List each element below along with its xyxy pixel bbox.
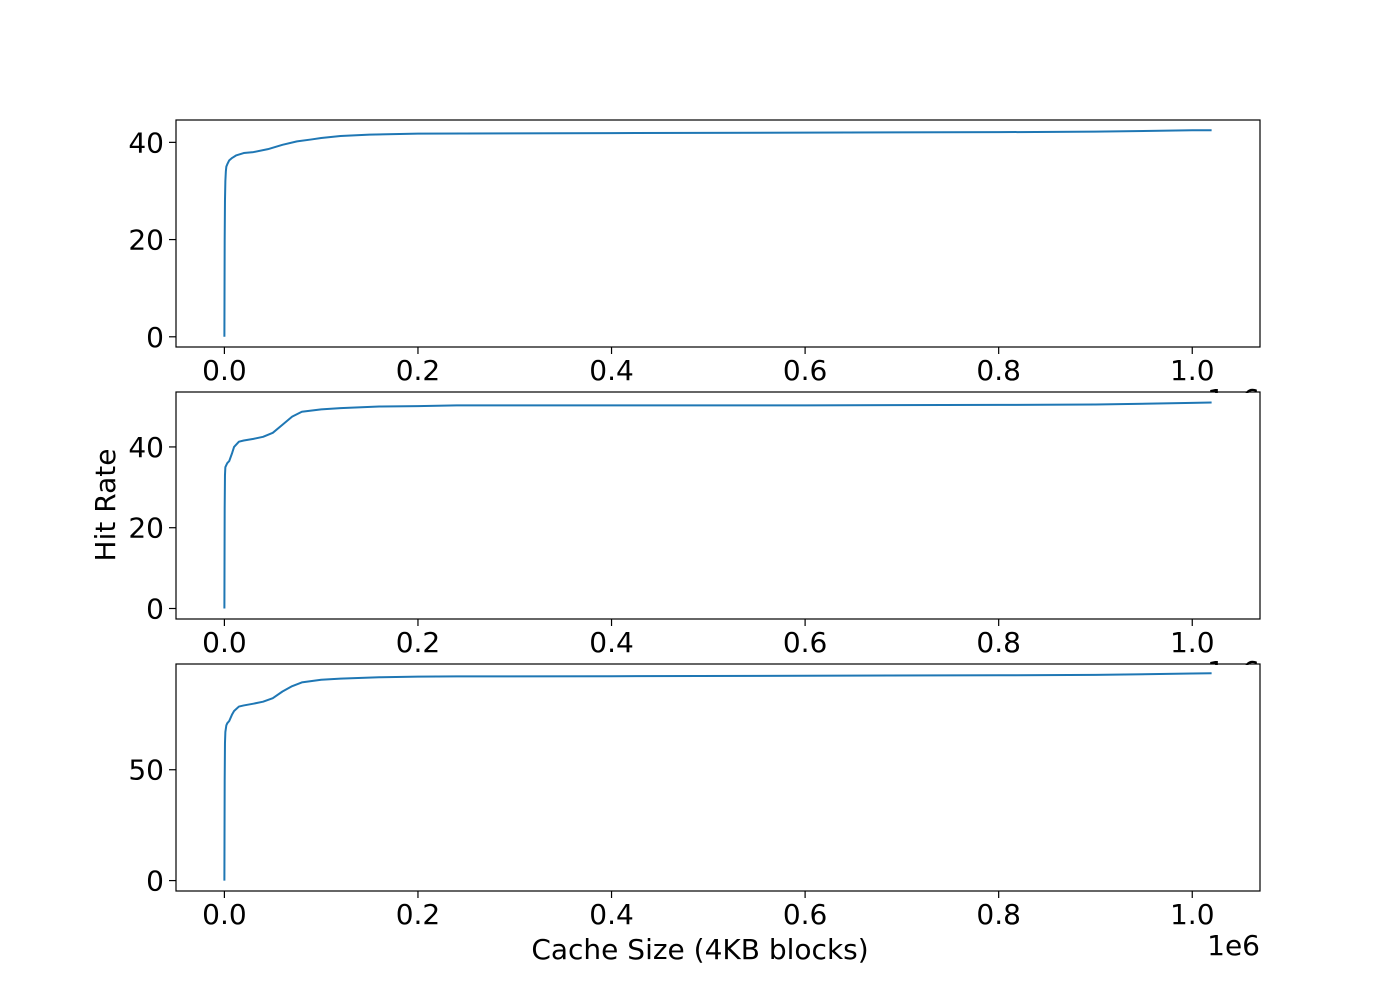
- y-axis-label: Hit Rate: [89, 449, 122, 562]
- subplot-2: 0.0 0.2 0.4 0.6 0.8 1.0 0 20 40: [128, 391, 1261, 659]
- axes-frame-1: [175, 119, 1261, 348]
- x-tick-label: 0.6: [783, 354, 828, 387]
- series-line-2-1: [223, 401, 1212, 609]
- x-tick-label: 0.2: [396, 626, 441, 659]
- x-tick-label: 0.4: [589, 354, 634, 387]
- x-tick-label: 0.6: [783, 626, 828, 659]
- x-tick-label: 0.0: [202, 898, 247, 931]
- y-tick-label: 0: [146, 592, 164, 625]
- y-tick-label: 20: [128, 224, 164, 257]
- axes-frame-2: [175, 391, 1261, 620]
- x-axis-offset-label: 1e6: [1207, 929, 1260, 962]
- axes-frame-3: [175, 663, 1261, 892]
- subplot-1: 0.0 0.2 0.4 0.6 0.8 1.0 0 20 40: [128, 119, 1261, 387]
- x-tick-label: 0.4: [589, 898, 634, 931]
- y-tick-label: 40: [128, 126, 164, 159]
- x-tick-label: 0.8: [976, 898, 1021, 931]
- x-tick-label: 1.0: [1170, 626, 1215, 659]
- x-tick-label: 1.0: [1170, 354, 1215, 387]
- x-tick-label: 0.2: [396, 898, 441, 931]
- y-tick-label: 50: [128, 754, 164, 787]
- x-tick-label: 1.0: [1170, 898, 1215, 931]
- x-tick-label: 0.6: [783, 898, 828, 931]
- y-tick-label: 40: [128, 431, 164, 464]
- x-tick-label: 0.0: [202, 626, 247, 659]
- x-tick-label: 0.2: [396, 354, 441, 387]
- subplot-3: 0.0 0.2 0.4 0.6 0.8 1.0 0 50: [128, 663, 1261, 931]
- x-axis-label: Cache Size (4KB blocks): [531, 933, 868, 966]
- x-tick-label: 0.4: [589, 626, 634, 659]
- x-tick-label: 0.8: [976, 354, 1021, 387]
- x-tick-label: 0.0: [202, 354, 247, 387]
- y-tick-label: 20: [128, 512, 164, 545]
- series-line-3-1: [223, 672, 1212, 881]
- y-tick-label: 0: [146, 321, 164, 354]
- series-line-1-1: [223, 129, 1212, 337]
- y-tick-label: 0: [146, 865, 164, 898]
- x-tick-label: 0.8: [976, 626, 1021, 659]
